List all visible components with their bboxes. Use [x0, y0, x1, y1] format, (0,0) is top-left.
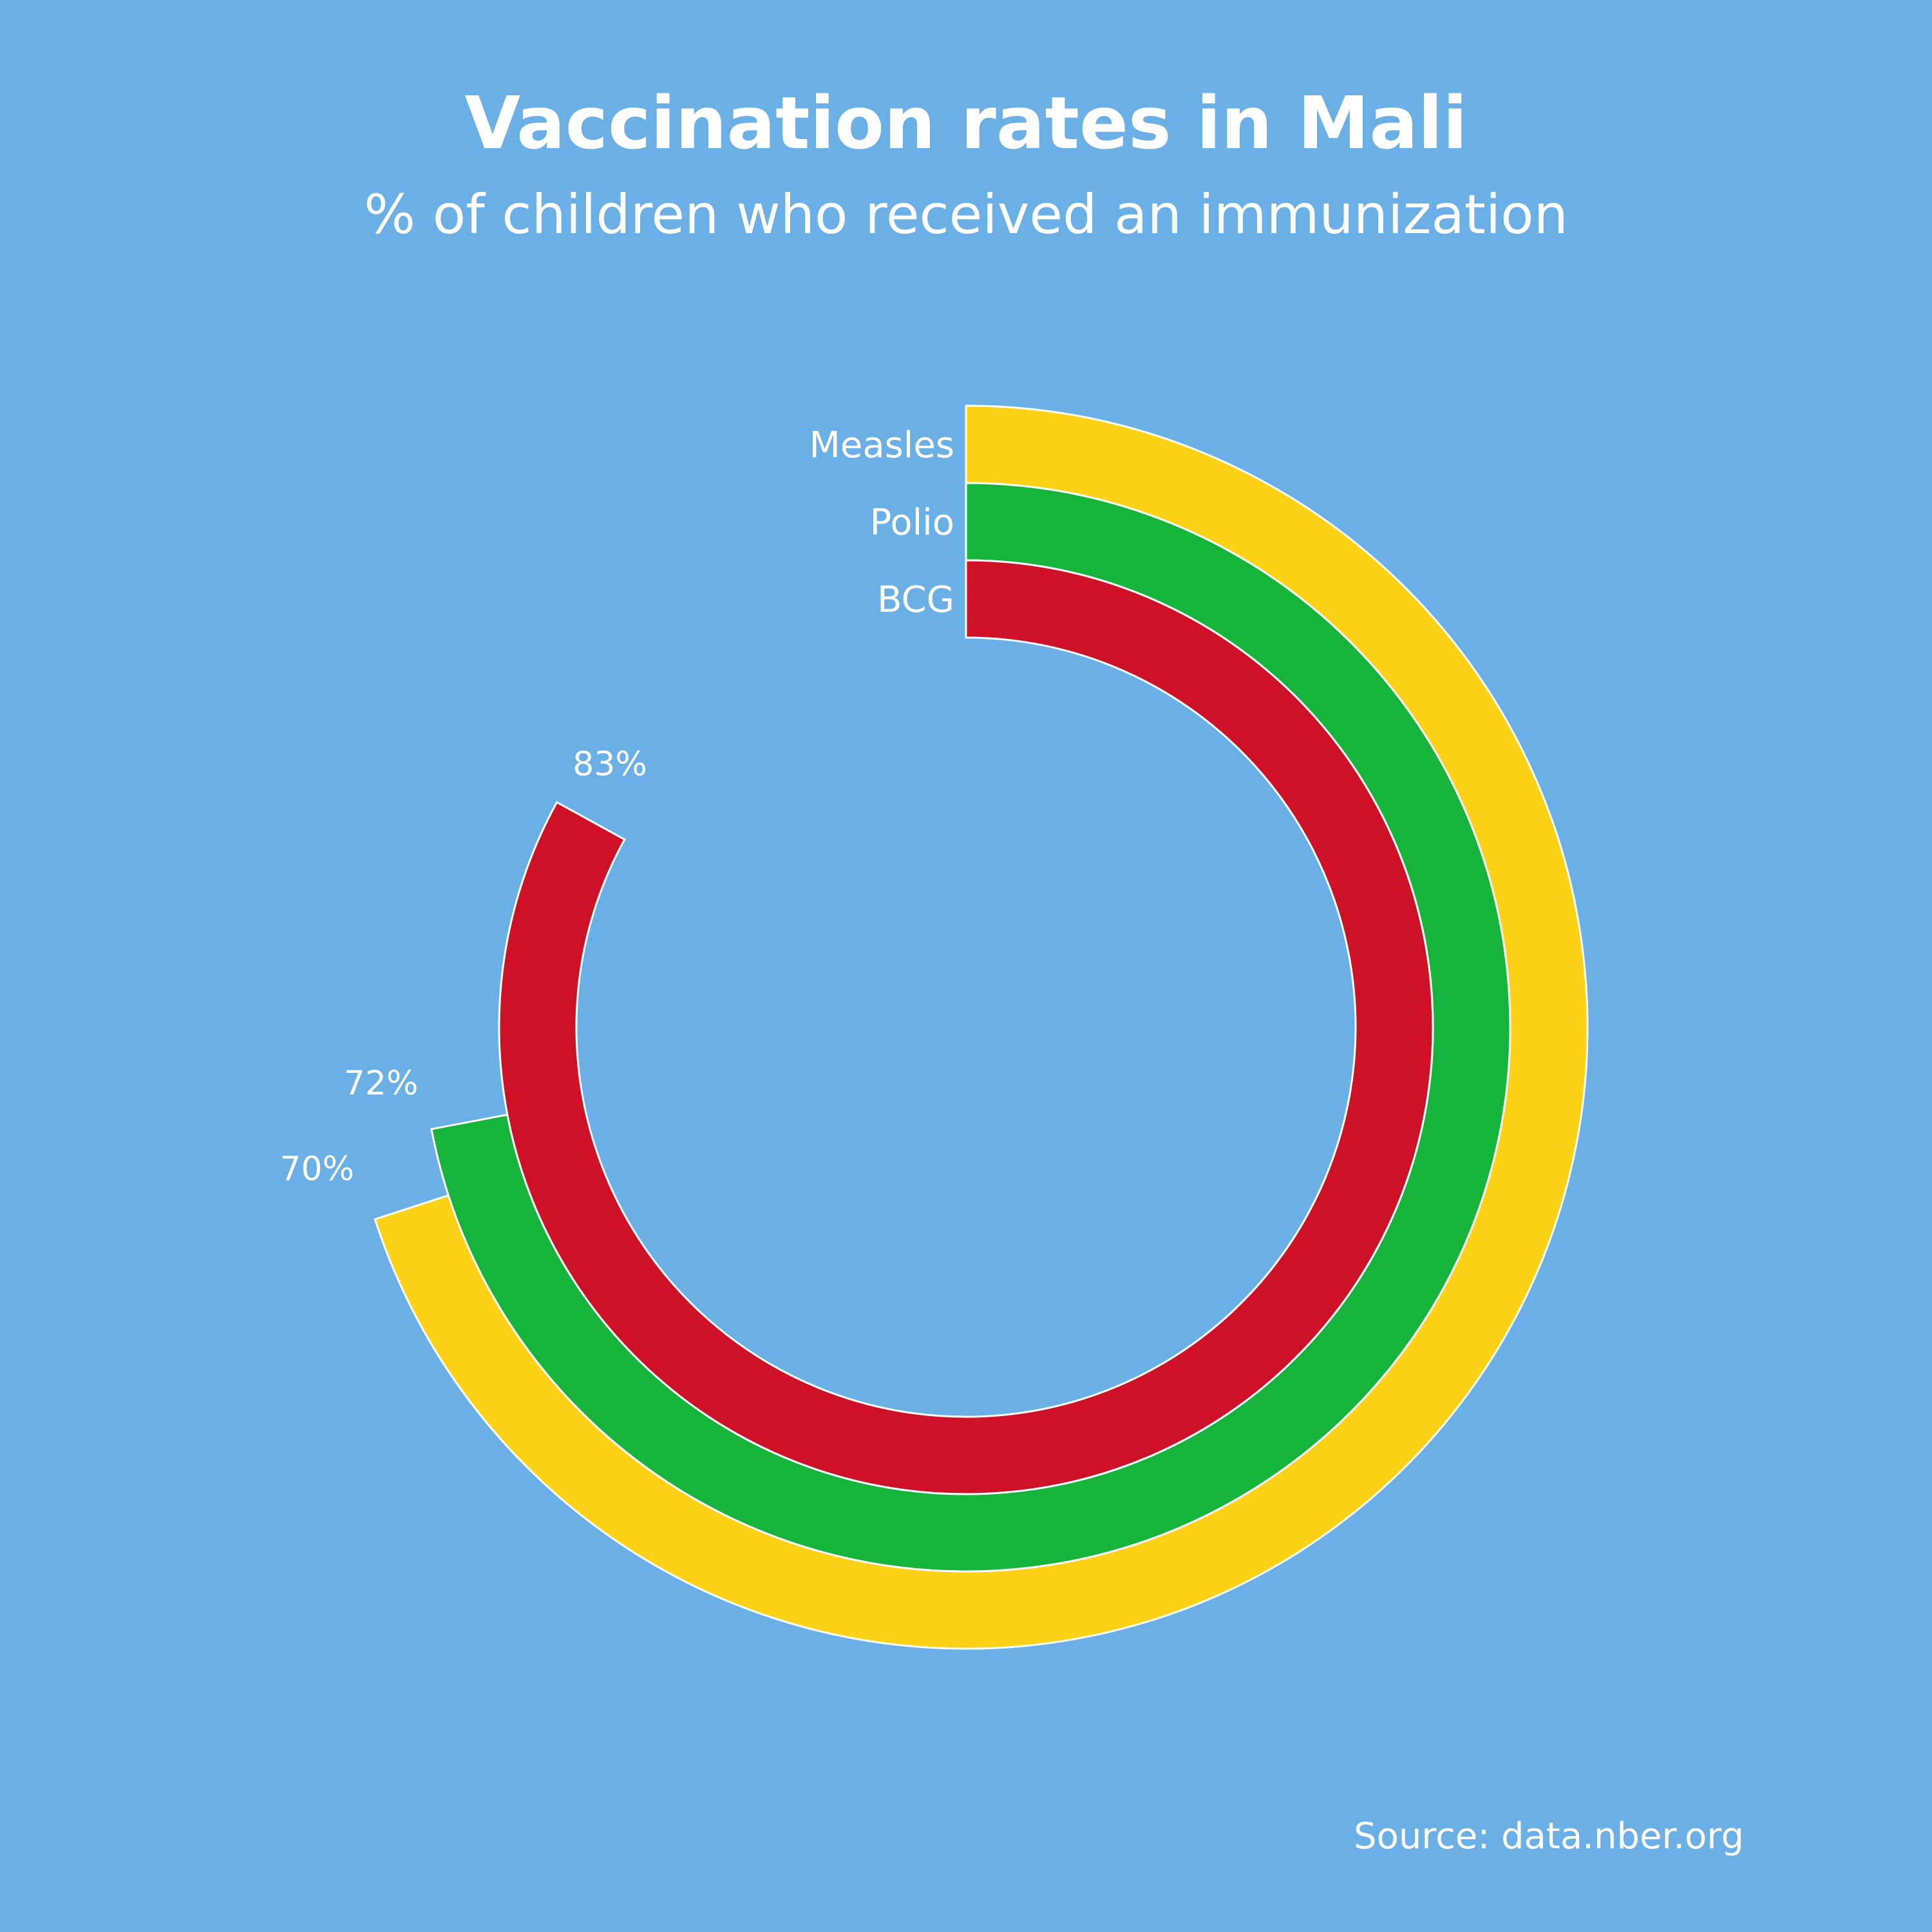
- category-label-polio: Polio: [870, 502, 954, 544]
- category-label-measles: Measles: [810, 424, 954, 466]
- value-label-measles: 70%: [279, 1150, 354, 1188]
- category-labels: Measles Polio BCG: [810, 424, 954, 621]
- category-label-bcg: BCG: [877, 579, 954, 621]
- bar-polio: [430, 482, 1511, 1573]
- radial-bars: [374, 404, 1589, 1650]
- value-label-polio: 72%: [344, 1064, 419, 1103]
- value-labels: 70% 72% 83%: [279, 745, 647, 1188]
- chart-title: Vaccination rates in Mali: [464, 82, 1467, 166]
- bar-bcg: [498, 559, 1434, 1495]
- value-label-bcg: 83%: [573, 745, 647, 784]
- source-note: Source: data.nber.org: [1354, 1815, 1744, 1857]
- chart-subtitle: % of children who received an immunizati…: [364, 183, 1568, 246]
